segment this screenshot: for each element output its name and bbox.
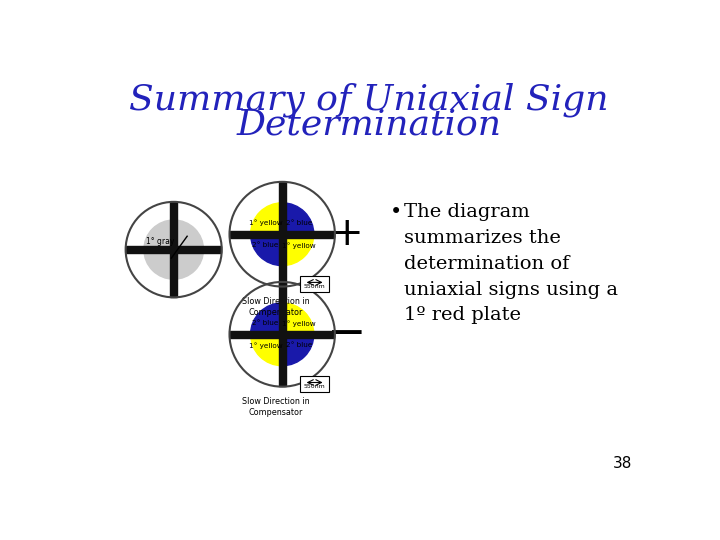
Wedge shape [251,203,282,234]
Bar [279,183,286,286]
Text: 550nm: 550nm [304,284,325,289]
Text: 550nm: 550nm [304,384,325,389]
Text: 2° blue: 2° blue [252,320,279,326]
Wedge shape [251,303,282,334]
Text: −: − [328,312,367,357]
Text: Slow Direction in
Compensator: Slow Direction in Compensator [242,397,310,417]
Circle shape [144,220,204,279]
Text: 2° blue: 2° blue [286,342,312,348]
Text: The diagram
summarizes the
determination of
uniaxial signs using a
1º red plate: The diagram summarizes the determination… [404,204,618,324]
Text: +: + [331,215,364,253]
Circle shape [230,282,335,387]
Text: Determination: Determination [236,107,502,141]
Bar [170,202,177,297]
FancyBboxPatch shape [300,376,329,392]
Wedge shape [251,334,282,366]
Wedge shape [282,334,314,366]
Text: 1° yellow: 1° yellow [282,320,316,327]
Text: Slow Direction in
Compensator: Slow Direction in Compensator [242,298,310,317]
Circle shape [126,202,222,298]
Bar [230,331,334,338]
Wedge shape [282,203,314,234]
Bar [279,282,286,386]
Text: 1° yellow: 1° yellow [248,220,282,226]
Wedge shape [282,303,314,334]
Text: 1° gray: 1° gray [146,237,174,246]
Text: Summary of Uniaxial Sign: Summary of Uniaxial Sign [130,82,608,117]
Text: 1° yellow: 1° yellow [282,242,316,248]
Wedge shape [251,234,282,266]
Text: 38: 38 [613,456,632,471]
FancyBboxPatch shape [300,276,329,292]
Text: •: • [390,202,402,222]
Text: 2° blue: 2° blue [286,220,312,226]
Circle shape [230,182,335,287]
Text: 1° yellow: 1° yellow [248,342,282,349]
Bar [230,231,334,238]
Text: 2° blue: 2° blue [252,242,279,248]
Bar [126,246,221,253]
Wedge shape [282,234,314,266]
